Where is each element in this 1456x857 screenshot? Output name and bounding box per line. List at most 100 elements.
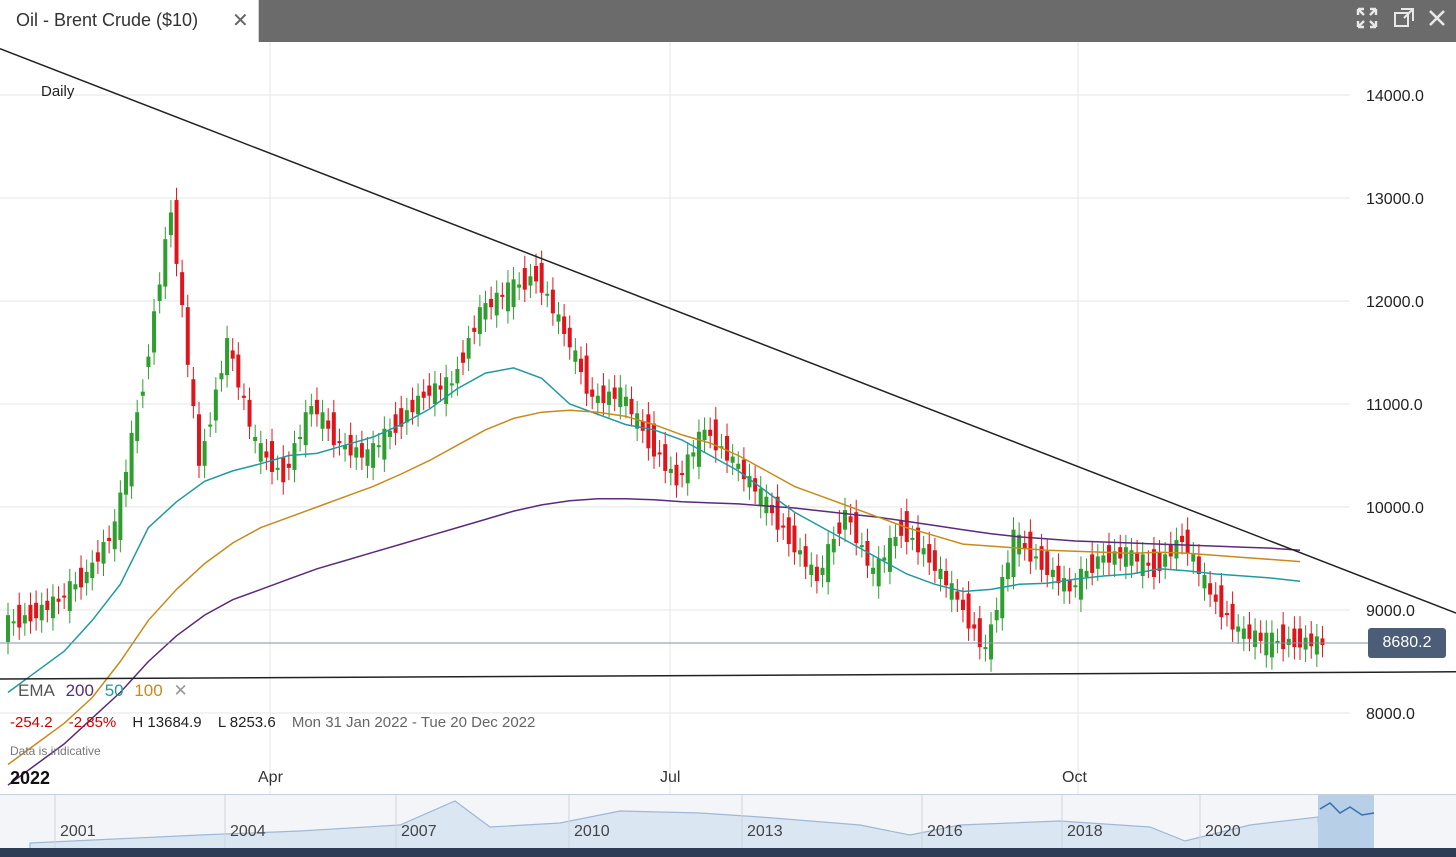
candle-body <box>1028 531 1033 562</box>
candle-body <box>1123 547 1128 567</box>
nav-year-2001: 2001 <box>60 823 96 840</box>
candle-body <box>331 412 336 446</box>
candle-body <box>769 504 774 514</box>
candle-body <box>1269 632 1274 658</box>
candle-body <box>314 399 319 415</box>
candle-body <box>663 444 668 471</box>
candle-body <box>67 581 72 612</box>
candle-body <box>786 517 791 545</box>
candle-body <box>466 338 471 359</box>
candle-body <box>725 435 730 461</box>
candle-body <box>1050 569 1055 578</box>
candle-body <box>326 420 331 429</box>
ema-50-label: 50 <box>104 681 124 700</box>
candle-body <box>1112 551 1117 565</box>
candle-body <box>449 383 454 386</box>
close-icon[interactable] <box>1424 6 1450 32</box>
nav-year-2016: 2016 <box>927 823 963 840</box>
candle-body <box>607 391 612 406</box>
price-chart[interactable]: 8000.0 9000.0 10000.0 11000.0 12000.0 13000.0… <box>0 42 1456 796</box>
candle-body <box>371 443 376 468</box>
candle-body <box>1191 554 1196 562</box>
y-tick-label: 11000.0 <box>1366 397 1423 414</box>
candle-body <box>629 398 634 415</box>
candle-body <box>977 618 982 648</box>
candle-body <box>163 239 168 287</box>
candle-body <box>517 284 522 288</box>
candle-body <box>657 452 662 455</box>
candle-body <box>270 441 275 472</box>
candle-body <box>320 412 325 429</box>
y-tick-label: 14000.0 <box>1366 88 1424 105</box>
candle-body <box>820 567 825 575</box>
candle-body <box>1151 549 1156 578</box>
candle-body <box>556 314 561 322</box>
candle-body <box>668 468 673 474</box>
candle-body <box>213 389 218 421</box>
expand-icon[interactable] <box>1354 6 1380 32</box>
ema-200-label: 200 <box>65 681 94 700</box>
candle-body <box>685 454 690 484</box>
candle-body <box>747 476 752 488</box>
candle-body <box>219 373 224 380</box>
candle-body <box>50 596 55 619</box>
candle-body <box>567 327 572 348</box>
ema-line-200 <box>7 498 1301 786</box>
candle-body <box>1236 626 1241 632</box>
candle-body <box>1298 628 1302 648</box>
candle-body <box>152 311 157 353</box>
candle-body <box>831 538 836 553</box>
candle-body <box>584 355 589 394</box>
nav-year-2020: 2020 <box>1205 823 1241 840</box>
candle-body <box>264 451 269 458</box>
candle-body <box>595 395 600 403</box>
candle-body <box>876 558 881 587</box>
candle-body <box>882 557 887 561</box>
high-value: H 13684.9 <box>132 714 202 731</box>
y-tick-label: 9000.0 <box>1366 603 1415 620</box>
popout-icon[interactable] <box>1391 6 1417 32</box>
navigator[interactable]: 2001 2004 2007 2010 2013 2016 2018 2020 <box>0 794 1456 849</box>
candle-body <box>34 602 39 619</box>
candle-body <box>713 419 718 451</box>
tab-close-icon[interactable]: ✕ <box>232 10 249 32</box>
candle-body <box>432 383 437 404</box>
candle-body <box>6 615 10 642</box>
candle-body <box>337 441 342 444</box>
candle-body <box>112 521 117 550</box>
ema-remove-icon[interactable]: ✕ <box>173 681 188 700</box>
candle-body <box>1022 543 1027 549</box>
candle-body <box>578 358 583 373</box>
nav-year-2013: 2013 <box>747 823 783 840</box>
candle-body <box>1067 580 1072 592</box>
candle-body <box>887 537 892 572</box>
candle-body <box>404 410 409 423</box>
candle-body <box>1253 630 1258 648</box>
candle-body <box>202 441 207 466</box>
chart-tab[interactable]: Oil - Brent Crude ($10) ✕ <box>0 0 259 42</box>
chart-area[interactable]: 8000.0 9000.0 10000.0 11000.0 12000.0 13000.0… <box>0 42 1456 796</box>
candle-body <box>938 568 943 580</box>
candle-body <box>1320 638 1325 646</box>
candle-body <box>421 391 426 398</box>
candle-body <box>652 423 656 457</box>
candle-body <box>949 583 954 600</box>
candle-body <box>1146 562 1151 566</box>
candle-body <box>365 449 370 466</box>
candle-body <box>39 604 44 621</box>
candle-body <box>247 399 252 427</box>
month-label-oct: Oct <box>1062 769 1087 786</box>
candle-body <box>601 385 606 403</box>
candle-body <box>792 525 797 553</box>
candle-body <box>764 496 769 514</box>
y-tick-label: 10000.0 <box>1366 500 1424 517</box>
candle-body <box>241 395 246 398</box>
candle-body <box>528 276 533 286</box>
change-pct: -2.85% <box>68 714 117 731</box>
candle-body <box>129 432 134 487</box>
candle-body <box>348 434 353 456</box>
candle-body <box>1275 640 1280 643</box>
candle-body <box>691 452 696 457</box>
candle-body <box>236 354 241 388</box>
candle-body <box>343 445 348 450</box>
